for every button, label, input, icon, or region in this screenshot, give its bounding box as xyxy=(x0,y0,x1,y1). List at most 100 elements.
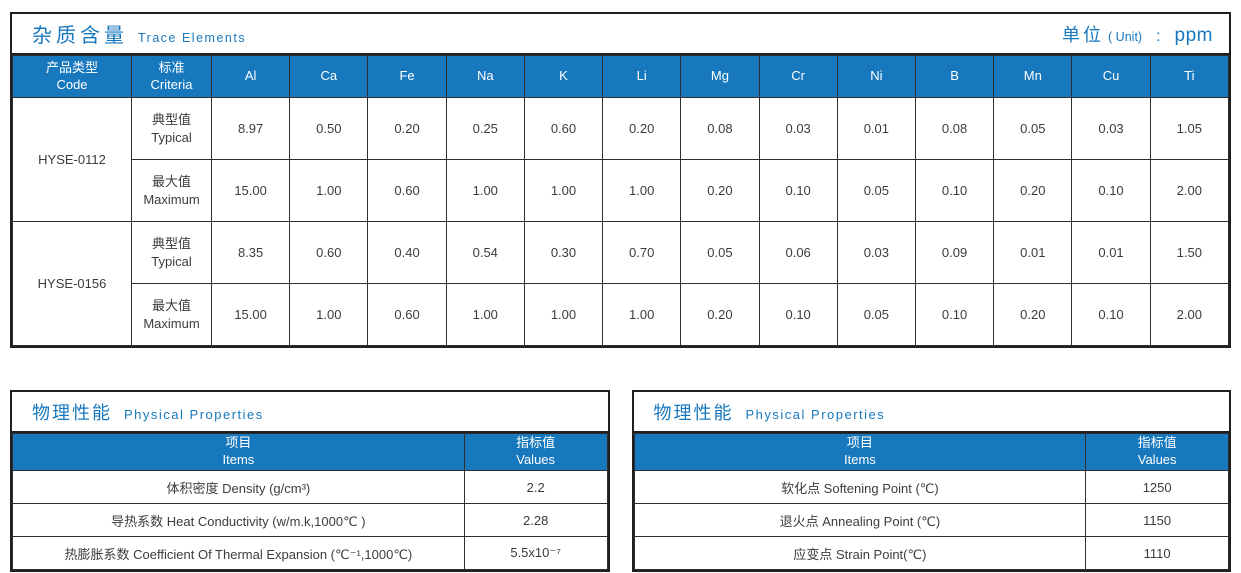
trace-cell: 0.20 xyxy=(680,283,760,346)
trace-cell: 0.05 xyxy=(993,97,1073,160)
property-item: 应变点 Strain Point(℃) xyxy=(633,536,1087,570)
physical-right-table: 项目 Items 指标值 Values 软化点 Softening Point … xyxy=(633,433,1230,570)
trace-cell: 1.00 xyxy=(523,159,604,222)
trace-cell: 0.01 xyxy=(993,221,1073,284)
col-header-values-zh: 指标值 xyxy=(1137,435,1177,451)
property-value: 2.28 xyxy=(463,503,608,537)
trace-cell: 0.20 xyxy=(680,159,760,222)
trace-cell: 0.40 xyxy=(367,221,447,284)
trace-cell: 0.10 xyxy=(914,283,995,346)
trace-cell: 0.03 xyxy=(758,97,838,160)
physical-left-title: 物理性能 Physical Properties xyxy=(32,399,264,425)
trace-title-en: Trace Elements xyxy=(138,31,247,45)
trace-cell: 0.20 xyxy=(602,97,682,160)
property-value: 5.5x10⁻⁷ xyxy=(463,536,608,570)
unit-label-en: ( Unit) xyxy=(1108,29,1143,44)
trace-header-row: 产品类型 Code 标准 Criteria Al Ca Fe Na K Li M… xyxy=(12,55,1230,98)
col-header-values-zh: 指标值 xyxy=(516,435,556,451)
col-header-values: 指标值 Values xyxy=(1085,433,1229,471)
trace-cell: 0.20 xyxy=(367,97,447,160)
trace-cell: 1.00 xyxy=(445,283,525,346)
trace-title-zh: 杂质含量 xyxy=(32,25,128,47)
table-row: 退火点 Annealing Point (℃) 1150 xyxy=(633,503,1229,537)
trace-cell: 1.00 xyxy=(602,159,682,222)
trace-cell: 0.10 xyxy=(1071,159,1151,222)
physical-left-table: 项目 Items 指标值 Values 体积密度 Density (g/cm³)… xyxy=(12,433,608,570)
col-header-element: Al xyxy=(210,55,291,98)
unit-value: ppm xyxy=(1174,24,1213,46)
trace-cell: 0.09 xyxy=(914,221,995,284)
physical-properties-row: 物理性能 Physical Properties 项目 Items 指标值 Va… xyxy=(10,390,1231,572)
trace-cell: 0.10 xyxy=(914,159,995,222)
trace-cell: 0.08 xyxy=(914,97,995,160)
property-value: 1150 xyxy=(1085,503,1229,537)
table-row: HYSE-0112 典型值 Typical 8.97 0.50 0.20 0.2… xyxy=(12,97,1230,222)
trace-cell: 0.05 xyxy=(680,221,760,284)
trace-cell: 15.00 xyxy=(210,159,291,222)
table-row: 应变点 Strain Point(℃) 1110 xyxy=(633,536,1229,570)
trace-cell: 2.00 xyxy=(1149,159,1230,222)
trace-cell: 1.00 xyxy=(289,159,369,222)
trace-cell: 0.05 xyxy=(836,283,916,346)
unit-label-zh: 单位 xyxy=(1062,24,1105,45)
col-header-items: 项目 Items xyxy=(12,433,465,471)
product-code: HYSE-0112 xyxy=(12,97,132,222)
table-row: 最大值 Maximum 15.00 1.00 0.60 1.00 1.00 1.… xyxy=(13,159,1230,222)
trace-cell: 0.25 xyxy=(445,97,525,160)
trace-elements-header: 杂质含量 Trace Elements 单位 ( Unit) : ppm xyxy=(12,14,1229,55)
col-header-items-zh: 项目 xyxy=(846,435,873,451)
trace-elements-table: 产品类型 Code 标准 Criteria Al Ca Fe Na K Li M… xyxy=(12,55,1230,346)
col-header-element: Cr xyxy=(758,55,838,98)
trace-elements-title: 杂质含量 Trace Elements xyxy=(32,19,246,48)
criteria-en: Maximum xyxy=(143,191,200,207)
trace-cell: 0.01 xyxy=(836,97,916,160)
trace-cell: 0.54 xyxy=(445,221,525,284)
col-header-code-en: Code xyxy=(56,76,88,92)
trace-cell: 1.00 xyxy=(602,283,682,346)
col-header-element: Li xyxy=(602,55,682,98)
trace-cell: 0.03 xyxy=(836,221,916,284)
trace-cell: 0.60 xyxy=(289,221,369,284)
table-row: 体积密度 Density (g/cm³) 2.2 xyxy=(12,470,608,504)
col-header-values-en: Values xyxy=(1137,452,1177,467)
col-header-element: Ti xyxy=(1149,55,1230,98)
trace-cell: 1.00 xyxy=(523,283,604,346)
table-row: 最大值 Maximum 15.00 1.00 0.60 1.00 1.00 1.… xyxy=(13,283,1230,346)
col-header-criteria: 标准 Criteria xyxy=(131,55,212,98)
trace-cell: 0.03 xyxy=(1071,97,1151,160)
table-row: HYSE-0156 典型值 Typical 8.35 0.60 0.40 0.5… xyxy=(12,221,1230,346)
criteria-cell: 最大值 Maximum xyxy=(131,159,212,222)
col-header-element: Fe xyxy=(367,55,447,98)
col-header-element: Mn xyxy=(993,55,1073,98)
physical-left-title-en: Physical Properties xyxy=(124,406,264,422)
criteria-en: Maximum xyxy=(143,315,200,331)
physical-left-title-zh: 物理性能 xyxy=(32,402,112,423)
physical-right-title: 物理性能 Physical Properties xyxy=(654,399,886,425)
col-header-element: Ni xyxy=(836,55,916,98)
col-header-element: B xyxy=(914,55,995,98)
unit-label: 单位 ( Unit) : ppm xyxy=(1062,21,1213,47)
col-header-element: Ca xyxy=(289,55,369,98)
property-item: 热膨胀系数 Coefficient Of Thermal Expansion (… xyxy=(12,536,465,570)
col-header-element: Mg xyxy=(680,55,760,98)
col-header-criteria-en: Criteria xyxy=(150,76,193,92)
physical-left-header: 物理性能 Physical Properties xyxy=(12,392,608,433)
trace-cell: 1.05 xyxy=(1149,97,1230,160)
col-header-values: 指标值 Values xyxy=(463,433,608,471)
property-value: 1110 xyxy=(1085,536,1229,570)
criteria-cell: 典型值 Typical xyxy=(131,221,212,284)
trace-cell: 2.00 xyxy=(1149,283,1230,346)
criteria-zh: 最大值 xyxy=(151,173,191,189)
criteria-zh: 典型值 xyxy=(151,235,191,251)
trace-cell: 8.35 xyxy=(210,221,291,284)
trace-cell: 0.06 xyxy=(758,221,838,284)
trace-cell: 0.60 xyxy=(523,97,604,160)
col-header-items: 项目 Items xyxy=(633,433,1087,471)
col-header-element: Na xyxy=(445,55,525,98)
property-value: 1250 xyxy=(1085,470,1229,504)
trace-cell: 0.05 xyxy=(836,159,916,222)
trace-cell: 0.08 xyxy=(680,97,760,160)
physical-right-header-row: 项目 Items 指标值 Values xyxy=(633,433,1229,471)
product-code: HYSE-0156 xyxy=(12,221,132,346)
